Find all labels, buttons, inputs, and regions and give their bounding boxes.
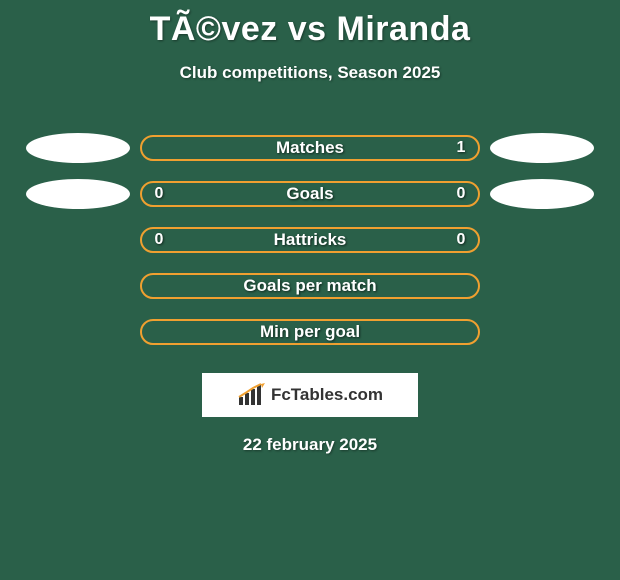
- stat-label: Goals: [142, 184, 478, 204]
- stat-right-value: 1: [454, 139, 468, 157]
- comparison-card: TÃ©vez vs Miranda Club competitions, Sea…: [0, 0, 620, 580]
- stat-left-value: 0: [152, 185, 166, 203]
- stat-pill-min-per-goal: Min per goal: [140, 319, 480, 345]
- player-right-avatar-placeholder: [490, 133, 594, 163]
- stat-row-matches: Matches 1: [0, 125, 620, 171]
- player-right-avatar-placeholder: [490, 179, 594, 209]
- stat-pill-matches: Matches 1: [140, 135, 480, 161]
- stat-right-value: 0: [454, 185, 468, 203]
- stat-right-value: 0: [454, 231, 468, 249]
- date-label: 22 february 2025: [0, 435, 620, 455]
- stat-label: Goals per match: [142, 276, 478, 296]
- page-title: TÃ©vez vs Miranda: [0, 0, 620, 49]
- stat-row-hattricks: 0 Hattricks 0: [0, 217, 620, 263]
- stat-label: Matches: [142, 138, 478, 158]
- stat-label: Hattricks: [142, 230, 478, 250]
- stat-pill-goals-per-match: Goals per match: [140, 273, 480, 299]
- stat-row-goals-per-match: Goals per match: [0, 263, 620, 309]
- subtitle: Club competitions, Season 2025: [0, 63, 620, 83]
- fctables-logo[interactable]: FcTables.com: [202, 373, 418, 417]
- stat-left-value: 0: [152, 231, 166, 249]
- bar-chart-icon: [237, 383, 265, 407]
- player-left-avatar-placeholder: [26, 179, 130, 209]
- stat-pill-goals: 0 Goals 0: [140, 181, 480, 207]
- stat-rows: Matches 1 0 Goals 0 0 Hattricks 0: [0, 125, 620, 355]
- logo-text: FcTables.com: [271, 385, 383, 405]
- stat-row-min-per-goal: Min per goal: [0, 309, 620, 355]
- player-left-avatar-placeholder: [26, 133, 130, 163]
- stat-row-goals: 0 Goals 0: [0, 171, 620, 217]
- stat-pill-hattricks: 0 Hattricks 0: [140, 227, 480, 253]
- stat-label: Min per goal: [142, 322, 478, 342]
